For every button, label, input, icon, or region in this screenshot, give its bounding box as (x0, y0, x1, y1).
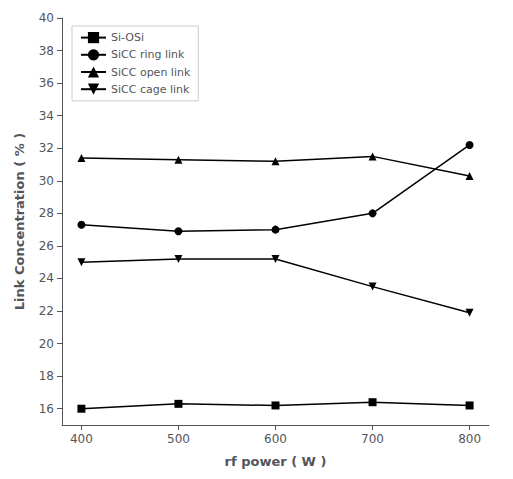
svg-text:32: 32 (39, 141, 54, 155)
svg-text:600: 600 (264, 432, 287, 446)
svg-text:Link Concentration ( % ): Link Concentration ( % ) (12, 133, 27, 310)
svg-text:SiCC cage link: SiCC cage link (111, 83, 190, 96)
svg-text:16: 16 (39, 402, 54, 416)
svg-text:SiCC ring link: SiCC ring link (111, 48, 185, 61)
svg-text:SiCC open link: SiCC open link (111, 66, 191, 79)
svg-text:700: 700 (361, 432, 384, 446)
svg-text:22: 22 (39, 304, 54, 318)
svg-text:20: 20 (39, 337, 54, 351)
svg-text:28: 28 (39, 206, 54, 220)
svg-text:800: 800 (458, 432, 481, 446)
svg-text:26: 26 (39, 239, 54, 253)
svg-text:38: 38 (39, 44, 54, 58)
svg-text:500: 500 (167, 432, 190, 446)
svg-text:34: 34 (39, 109, 54, 123)
svg-text:Si-OSi: Si-OSi (111, 31, 144, 44)
svg-text:18: 18 (39, 369, 54, 383)
svg-text:rf power ( W ): rf power ( W ) (225, 454, 327, 469)
svg-text:36: 36 (39, 76, 54, 90)
svg-text:400: 400 (70, 432, 93, 446)
svg-text:24: 24 (39, 271, 54, 285)
svg-text:40: 40 (39, 11, 54, 25)
svg-text:30: 30 (39, 174, 54, 188)
